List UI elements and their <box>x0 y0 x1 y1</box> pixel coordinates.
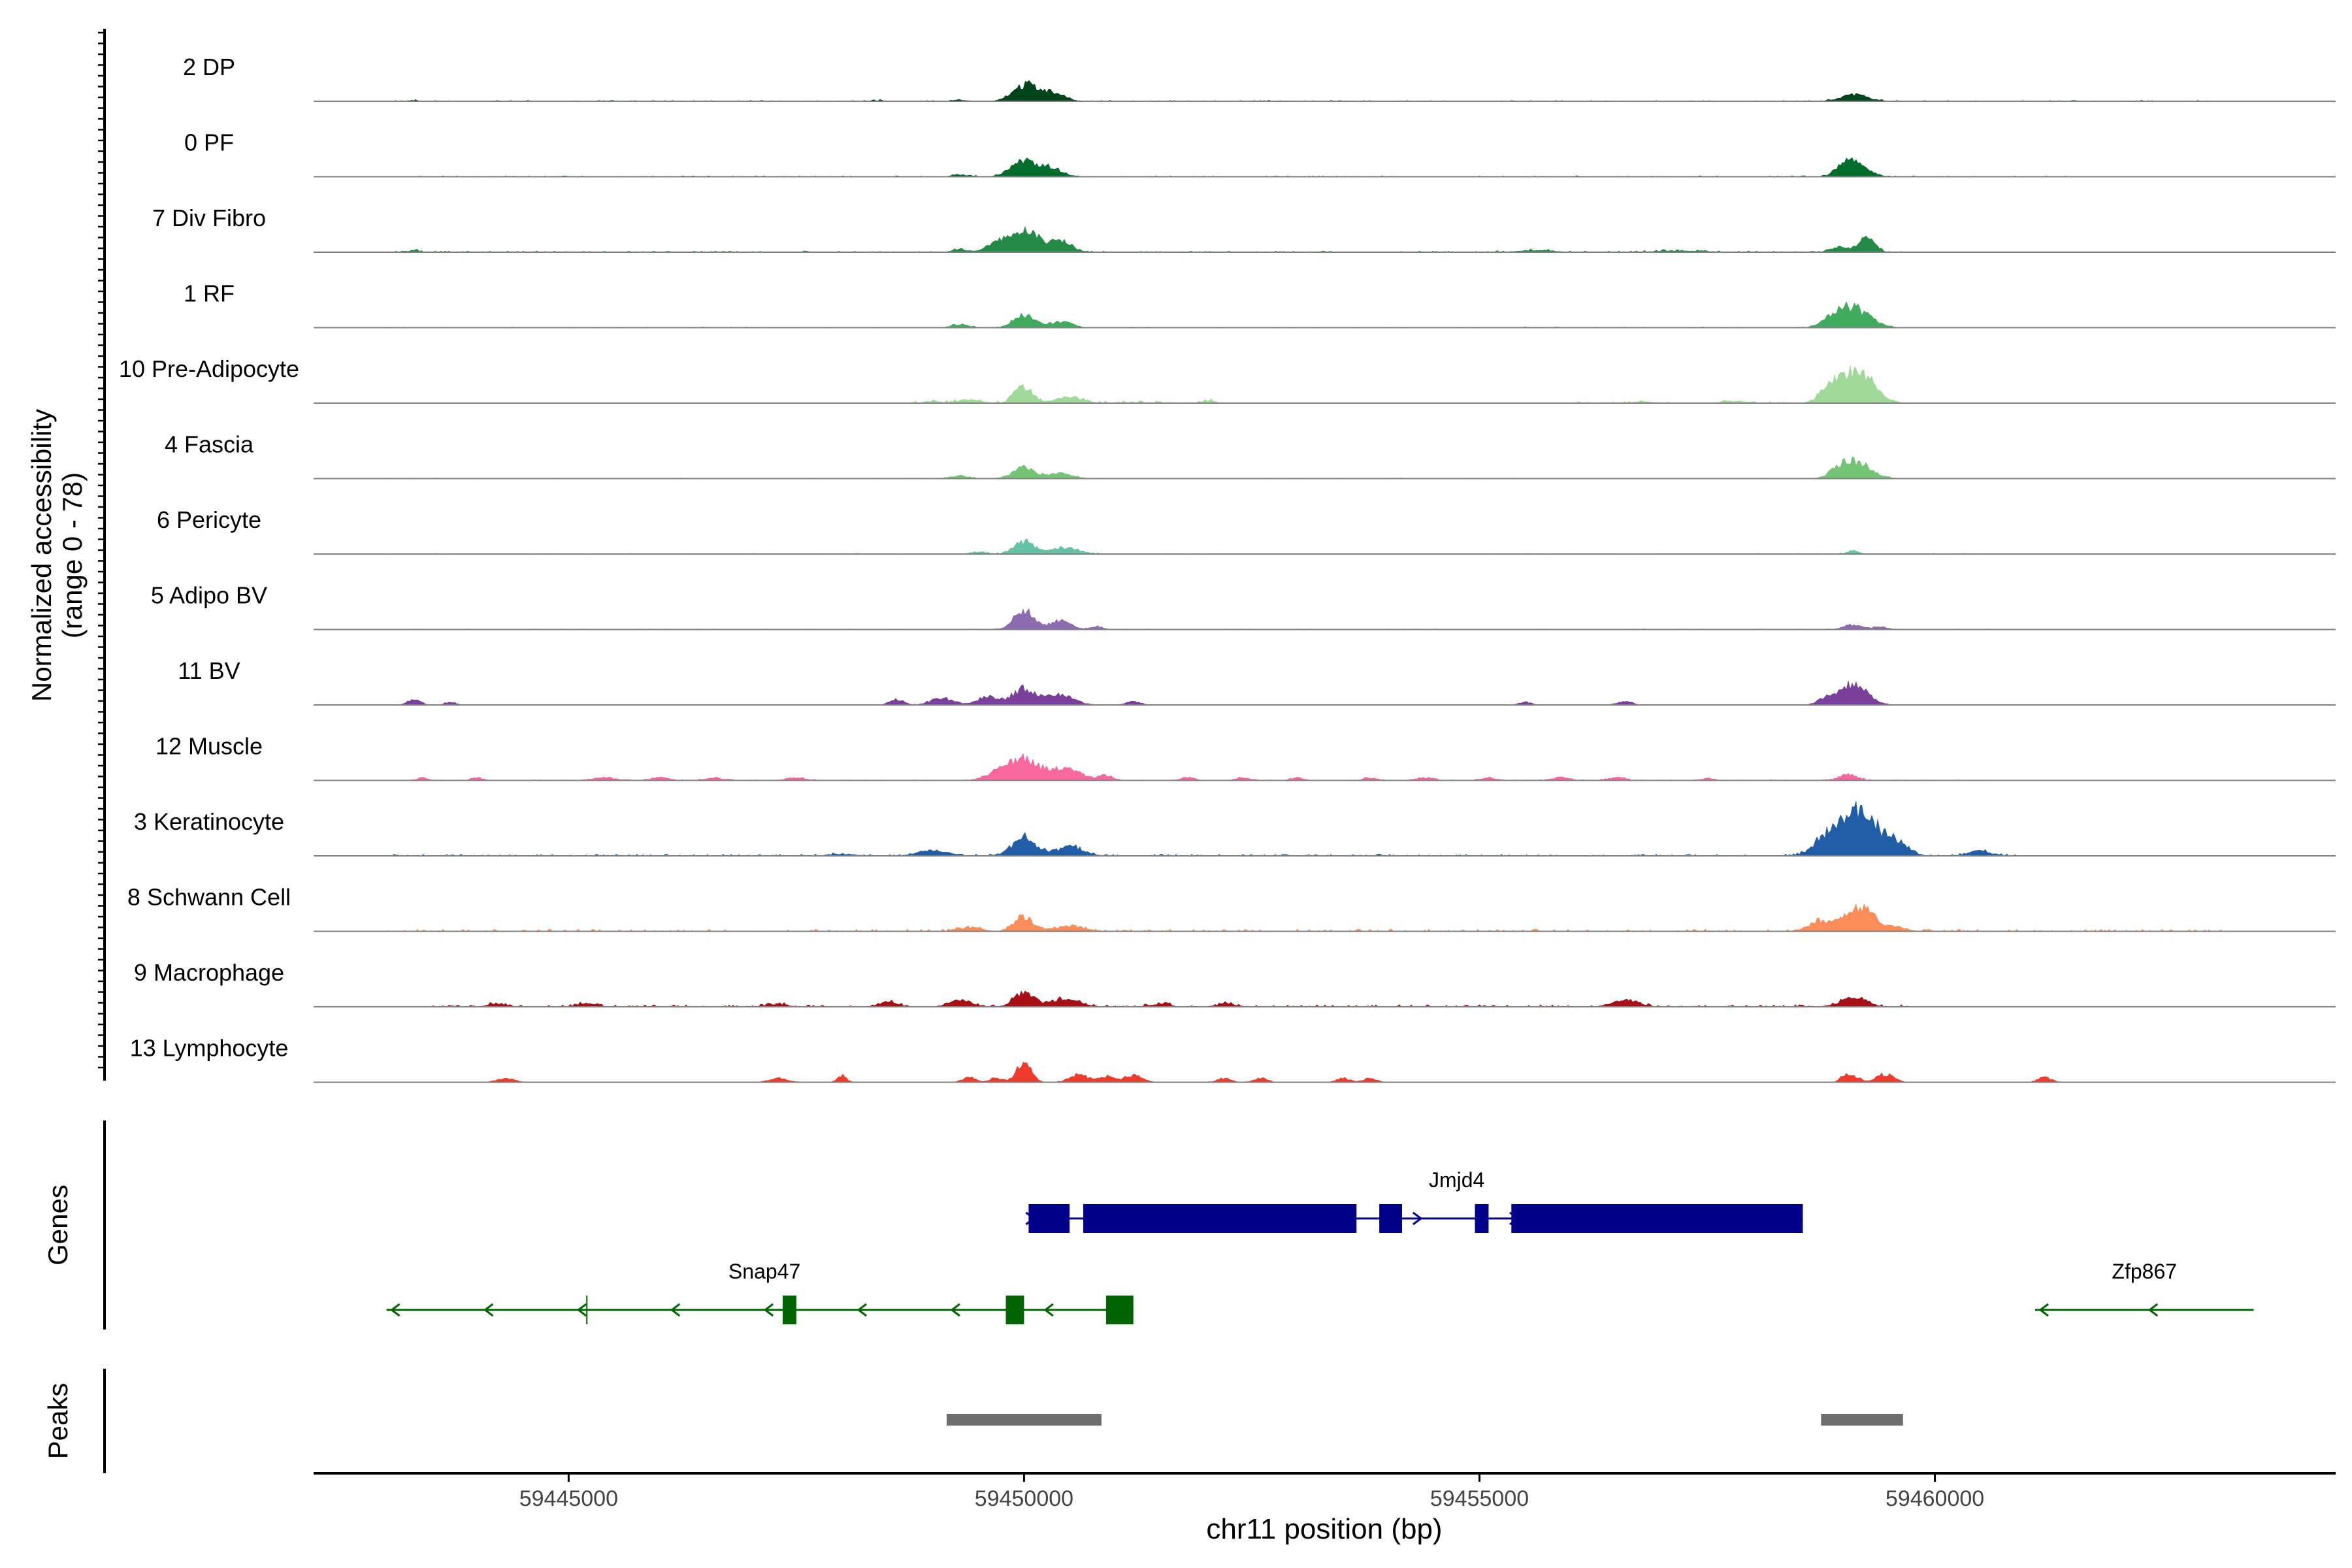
peak-bar <box>1821 1414 1903 1426</box>
strand-arrow <box>2148 1303 2159 1317</box>
track-label: 4 Fascia <box>165 431 254 458</box>
exon <box>1511 1204 1803 1233</box>
track-label: 1 RF <box>184 280 235 307</box>
y-axis-range: (range 0 - 78) <box>57 472 88 638</box>
track-label: 2 DP <box>183 54 235 80</box>
genes-panel-label: Genes <box>42 1184 73 1266</box>
track: 4 Fascia <box>165 431 2336 480</box>
exon <box>1028 1204 1070 1233</box>
track: 3 Keratinocyte <box>134 800 2336 857</box>
track: 10 Pre-Adipocyte <box>119 355 2336 404</box>
strand-arrow <box>483 1303 494 1317</box>
strand-arrow <box>950 1303 960 1317</box>
track: 0 PF <box>184 129 2336 178</box>
track-label: 5 Adipo BV <box>151 582 267 609</box>
x-tick-label: 59460000 <box>1886 1486 1984 1511</box>
peaks-panel <box>946 1414 1903 1426</box>
exon <box>1379 1204 1403 1233</box>
track: 1 RF <box>184 280 2336 329</box>
exon <box>1105 1296 1134 1324</box>
track: 11 BV <box>178 657 2336 706</box>
track-label: 3 Keratinocyte <box>134 808 284 835</box>
x-tick-label: 59455000 <box>1430 1486 1529 1511</box>
strand-arrow <box>857 1303 867 1317</box>
strand-arrow <box>1413 1211 1423 1226</box>
x-tick-label: 59445000 <box>519 1486 618 1511</box>
y-axis-ticks <box>98 31 105 1069</box>
gene-snap47: Snap47 <box>386 1260 1134 1324</box>
exon <box>1083 1204 1357 1233</box>
gene-zfp867: Zfp867 <box>2034 1260 2254 1317</box>
track-label: 0 PF <box>184 129 234 156</box>
peaks-panel-label: Peaks <box>42 1383 73 1460</box>
track: 6 Pericyte <box>157 506 2336 555</box>
exon <box>1475 1204 1489 1233</box>
exon <box>782 1296 796 1324</box>
genes-panel: Jmjd4 Snap47 Zfp867 <box>386 1168 2254 1324</box>
strand-arrow <box>2038 1303 2049 1317</box>
track-label: 9 Macrophage <box>134 959 284 986</box>
gene-jmjd4: Jmjd4 <box>1025 1168 1803 1233</box>
x-axis-title: chr11 position (bp) <box>1206 1513 1442 1545</box>
track: 13 Lymphocyte <box>130 1035 2336 1083</box>
track-signal <box>314 679 2336 705</box>
gene-label: Snap47 <box>728 1260 800 1283</box>
track: 5 Adipo BV <box>151 582 2336 630</box>
x-axis-ticks: 59445000 59450000 59455000 59460000 <box>519 1473 1984 1511</box>
track-label: 13 Lymphocyte <box>130 1035 289 1062</box>
track: 2 DP <box>183 54 2336 102</box>
track-signal <box>314 456 2336 479</box>
gene-label: Zfp867 <box>2112 1260 2177 1283</box>
strand-arrow <box>670 1303 681 1317</box>
strand-arrow <box>1043 1303 1054 1317</box>
x-tick-label: 59450000 <box>975 1486 1073 1511</box>
peak-bar <box>946 1414 1102 1426</box>
track: 7 Div Fibro <box>152 204 2336 253</box>
exon <box>1005 1296 1024 1324</box>
tracks: 2 DP 0 PF 7 Div Fibro 1 RF 10 Pre-Adipocyte 4… <box>119 54 2336 1083</box>
track-signal <box>314 363 2336 403</box>
track: 9 Macrophage <box>134 959 2336 1007</box>
track-signal <box>314 1062 2336 1083</box>
strand-arrow <box>763 1303 774 1317</box>
y-axis-title: Normalized accessibility <box>26 409 57 702</box>
track: 8 Schwann Cell <box>127 884 2336 932</box>
track-label: 6 Pericyte <box>157 506 261 533</box>
track-label: 10 Pre-Adipocyte <box>119 355 299 382</box>
track-signal <box>314 903 2336 932</box>
strand-arrow <box>576 1303 587 1317</box>
track: 12 Muscle <box>155 733 2336 781</box>
track-signal <box>314 800 2336 856</box>
track-label: 8 Schwann Cell <box>127 884 291 911</box>
track-signal <box>314 301 2336 328</box>
gene-label: Jmjd4 <box>1429 1168 1484 1192</box>
track-label: 12 Muscle <box>155 733 263 760</box>
track-label: 7 Div Fibro <box>152 204 266 231</box>
strand-arrow <box>390 1303 400 1317</box>
track-label: 11 BV <box>178 657 240 684</box>
